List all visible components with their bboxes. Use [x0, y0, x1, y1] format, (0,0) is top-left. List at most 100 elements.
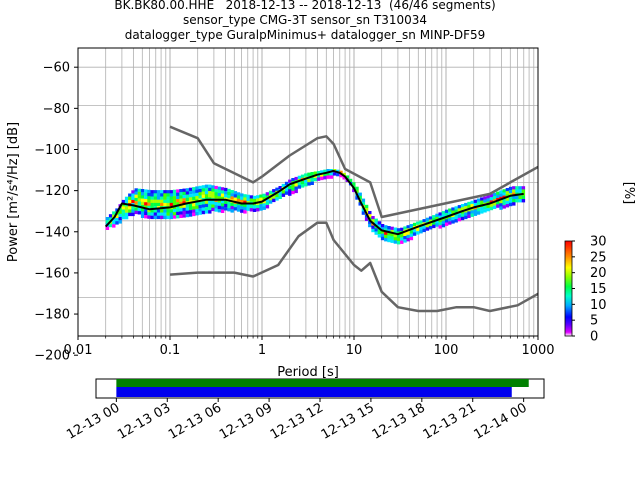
- psd-cell: [224, 191, 228, 195]
- psd-cell: [457, 205, 462, 209]
- psd-cell: [268, 190, 273, 195]
- psd-cell: [310, 178, 314, 182]
- psd-cell: [409, 230, 414, 234]
- psd-cell: [227, 201, 231, 205]
- psd-cell: [249, 204, 254, 209]
- psd-cell: [208, 194, 212, 198]
- psd-cell: [438, 215, 442, 219]
- psd-cell: [297, 185, 302, 189]
- psd-cell: [252, 195, 257, 200]
- x-tick-label: 1: [258, 343, 266, 358]
- psd-cell: [201, 204, 206, 208]
- psd-cell: [160, 196, 164, 200]
- psd-cell: [243, 203, 247, 208]
- psd-cell: [480, 200, 484, 204]
- psd-cell: [166, 202, 170, 207]
- colorbar-tick-label: 5: [590, 314, 598, 329]
- psd-cell: [204, 203, 209, 208]
- psd-cell: [512, 189, 516, 193]
- psd-cell: [451, 217, 455, 221]
- psd-cell: [425, 227, 430, 231]
- psd-cell: [489, 194, 494, 198]
- psd-cell: [499, 203, 503, 207]
- timeline-tick-label: 12-13 21: [421, 400, 479, 442]
- psd-cell: [345, 175, 350, 179]
- psd-cell: [147, 202, 151, 206]
- psd-cell: [326, 172, 330, 176]
- y-tick-label: −140: [34, 225, 70, 240]
- psd-cell: [390, 236, 394, 240]
- psd-cell: [288, 189, 292, 193]
- psd-cell: [134, 197, 138, 202]
- psd-cell: [435, 216, 439, 221]
- psd-cell: [464, 206, 468, 210]
- y-tick-label: −200: [34, 349, 70, 364]
- psd-cell: [313, 177, 318, 182]
- psd-cell: [502, 198, 506, 203]
- psd-cell: [124, 209, 129, 213]
- psd-cell: [313, 171, 318, 175]
- psd-cell: [438, 212, 442, 216]
- psd-cell: [160, 202, 164, 207]
- colorbar-tick-label: 15: [590, 282, 607, 297]
- psd-cell: [160, 190, 164, 194]
- psd-cell: [288, 192, 292, 196]
- psd-cell: [512, 202, 516, 206]
- psd-cell: [467, 211, 471, 215]
- psd-cell: [204, 187, 209, 192]
- psd-cell: [121, 212, 126, 217]
- psd-cell: [368, 223, 372, 228]
- psd-cell: [342, 176, 346, 180]
- x-tick-label: 0.1: [160, 343, 181, 358]
- psd-cell: [262, 196, 266, 201]
- psd-cell: [179, 192, 183, 196]
- psd-cell: [198, 211, 202, 215]
- psd-cell: [259, 204, 263, 208]
- psd-cell: [140, 189, 145, 193]
- psd-cell: [124, 215, 129, 220]
- psd-cell: [425, 217, 430, 222]
- psd-cell: [134, 207, 138, 211]
- psd-cell: [268, 200, 273, 204]
- psd-cell: [156, 209, 161, 213]
- psd-cell: [160, 215, 164, 220]
- psd-cell: [131, 199, 135, 204]
- psd-cell: [153, 199, 158, 204]
- psd-cell: [451, 220, 455, 224]
- psd-cell: [147, 205, 151, 210]
- psd-cell: [131, 196, 135, 201]
- colorbar-label: [%]: [621, 182, 636, 205]
- psd-cell: [172, 205, 177, 210]
- psd-cell: [486, 207, 490, 212]
- psd-cell: [108, 223, 113, 228]
- psd-cell: [390, 239, 394, 243]
- psd-cell: [230, 190, 234, 194]
- psd-cell: [211, 204, 215, 208]
- psd-cell: [214, 208, 218, 212]
- psd-cell: [134, 191, 138, 195]
- psd-cell: [441, 220, 446, 225]
- psd-cell: [339, 173, 343, 178]
- psd-cell: [105, 220, 110, 224]
- psd-cell: [131, 190, 135, 194]
- psd-cell: [451, 207, 455, 211]
- psd-cell: [403, 226, 407, 230]
- psd-cell: [512, 199, 516, 203]
- psd-cell: [214, 205, 218, 209]
- psd-cell: [227, 192, 231, 196]
- psd-cell: [118, 210, 122, 214]
- psd-cell: [195, 208, 199, 213]
- psd-cell: [489, 206, 494, 211]
- psd-cell: [377, 230, 382, 235]
- psd-cell: [464, 212, 468, 216]
- psd-cell: [233, 203, 238, 208]
- psd-cell: [153, 196, 158, 200]
- psd-cell: [284, 181, 289, 186]
- psd-cell: [508, 190, 513, 194]
- psd-cell: [297, 175, 302, 180]
- psd-cell: [316, 174, 321, 178]
- psd-cell: [304, 173, 308, 177]
- psd-cell: [390, 233, 394, 237]
- psd-cell: [144, 192, 148, 196]
- psd-cell: [121, 203, 126, 207]
